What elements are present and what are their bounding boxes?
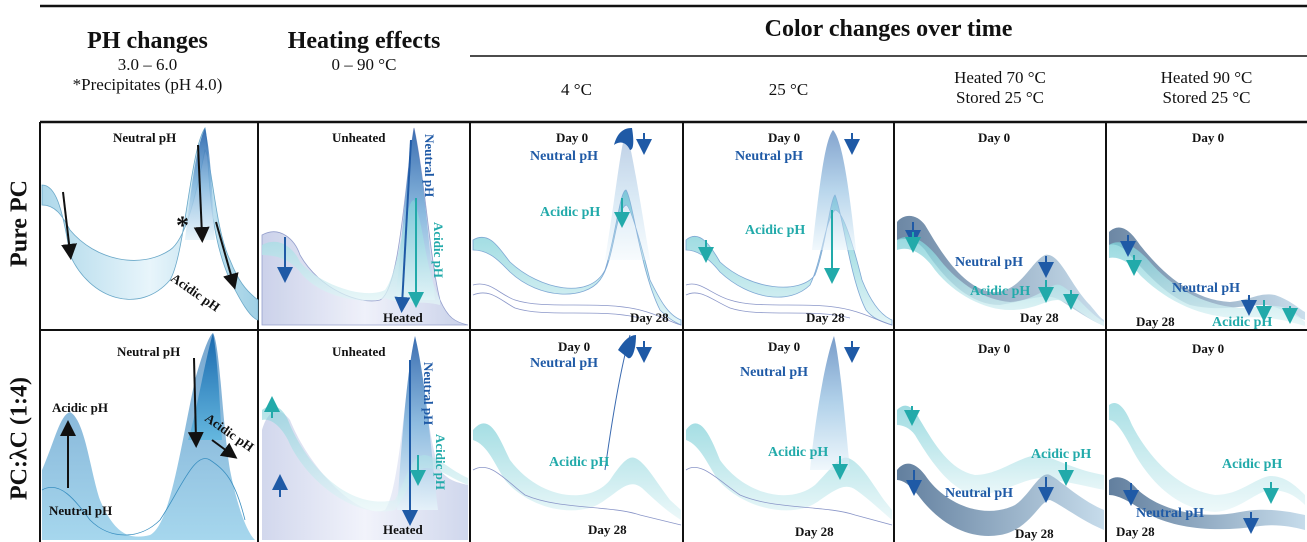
mix-4c-panel: Day 0 Neutral pH Acidic pH Day 28 <box>472 334 682 537</box>
pure-70c-panel: Day 0 Neutral pH Acidic pH Day 28 <box>897 130 1104 326</box>
mix-70c-panel: Day 0 Neutral pH Acidic pH Day 28 <box>897 341 1104 541</box>
condition-70c-heated: Heated 70 °C <box>954 68 1046 87</box>
mix-70c-neutral: Neutral pH <box>945 486 1013 501</box>
pure-4c-day28: Day 28 <box>630 310 669 325</box>
pure-70c-day28: Day 28 <box>1020 310 1059 325</box>
pure-heat-acidic: Acidic pH <box>431 222 446 278</box>
mix-ph-neutral-top: Neutral pH <box>117 344 180 359</box>
pure-90c-panel: Day 0 Neutral pH Acidic pH Day 28 <box>1109 130 1305 330</box>
pure-25c-day28: Day 28 <box>806 310 845 325</box>
mix-4c-acidic: Acidic pH <box>549 455 609 470</box>
pure-25c-panel: Day 0 Neutral pH Acidic pH Day 28 <box>685 130 893 326</box>
pure-ph-asterisk: * <box>176 211 189 240</box>
ph-changes-title: PH changes <box>87 28 208 54</box>
pure-90c-day0: Day 0 <box>1192 130 1224 145</box>
mix-heat-neutral: Neutral pH <box>421 362 436 425</box>
pure-4c-acidic: Acidic pH <box>540 205 600 220</box>
pure-90c-neutral: Neutral pH <box>1172 281 1240 296</box>
heating-range: 0 – 90 °C <box>331 55 397 74</box>
condition-90c: Heated 90 °C Stored 25 °C <box>1106 68 1307 108</box>
mix-70c-day0: Day 0 <box>978 341 1010 356</box>
pure-4c-day0: Day 0 <box>556 130 588 145</box>
mix-ph-acidic: Acidic pH <box>52 400 108 415</box>
pure-ph-acidic-label: Acidic pH <box>168 270 222 314</box>
ph-range: 3.0 – 6.0 <box>117 55 178 74</box>
pure-90c-day28: Day 28 <box>1136 314 1175 329</box>
pure-heat-neutral: Neutral pH <box>422 134 437 197</box>
mix-90c-neutral: Neutral pH <box>1136 506 1204 521</box>
mix-25c-neutral: Neutral pH <box>740 365 808 380</box>
mix-heat-unheated: Unheated <box>332 344 386 359</box>
mix-ph-panel: Neutral pH Acidic pH Neutral pH Acidic p… <box>41 333 257 540</box>
color-changes-title: Color changes over time <box>764 16 1013 42</box>
mix-ph-neutral-bottom: Neutral pH <box>49 503 112 518</box>
pure-70c-neutral: Neutral pH <box>955 255 1023 270</box>
heating-effects-header: Heating effects 0 – 90 °C <box>258 28 470 75</box>
mix-25c-acidic: Acidic pH <box>768 445 828 460</box>
condition-70c-stored: Stored 25 °C <box>955 88 1045 107</box>
condition-25c: 25 °C <box>768 80 809 99</box>
condition-70c: Heated 70 °C Stored 25 °C <box>894 68 1106 108</box>
ph-changes-header: PH changes 3.0 – 6.0 *Precipitates (pH 4… <box>40 28 255 95</box>
pure-4c-panel: Day 0 Neutral pH Acidic pH Day 28 <box>472 128 682 326</box>
mix-heat-heated: Heated <box>383 522 423 537</box>
mix-4c-day28: Day 28 <box>588 522 627 537</box>
mix-70c-day28: Day 28 <box>1015 526 1054 541</box>
condition-90c-stored: Stored 25 °C <box>1162 88 1251 107</box>
mix-25c-day28: Day 28 <box>795 524 834 539</box>
pure-25c-day0: Day 0 <box>768 130 800 145</box>
pure-25c-acidic: Acidic pH <box>745 223 805 238</box>
mix-90c-acidic: Acidic pH <box>1222 457 1282 472</box>
pure-ph-neutral-label: Neutral pH <box>113 130 176 145</box>
pure-90c-acidic: Acidic pH <box>1212 315 1272 330</box>
table-grid <box>39 4 1307 542</box>
mix-90c-day28: Day 28 <box>1116 524 1155 539</box>
mix-heat-acidic: Acidic pH <box>433 434 448 490</box>
pure-heat-panel: Unheated Neutral pH Acidic pH Heated <box>261 127 469 326</box>
pure-heat-unheated: Unheated <box>332 130 386 145</box>
mix-70c-acidic: Acidic pH <box>1031 447 1091 462</box>
mix-25c-panel: Day 0 Neutral pH Acidic pH Day 28 <box>685 336 893 539</box>
mix-4c-neutral: Neutral pH <box>530 356 598 371</box>
pure-ph-panel: Neutral pH * Acidic pH <box>41 127 259 321</box>
condition-4c: 4 °C <box>561 80 592 99</box>
mix-25c-day0: Day 0 <box>768 339 800 354</box>
pure-70c-day0: Day 0 <box>978 130 1010 145</box>
heating-effects-title: Heating effects <box>287 28 441 54</box>
pure-70c-acidic: Acidic pH <box>970 284 1030 299</box>
condition-90c-heated: Heated 90 °C <box>1160 68 1253 87</box>
pure-heat-heated: Heated <box>383 310 423 325</box>
mix-heat-panel: Unheated Neutral pH Acidic pH Heated <box>262 336 468 540</box>
ph-precipitate-note: *Precipitates (pH 4.0) <box>72 75 223 94</box>
pure-25c-neutral: Neutral pH <box>735 149 803 164</box>
mix-90c-day0: Day 0 <box>1192 341 1224 356</box>
mix-4c-day0: Day 0 <box>558 339 590 354</box>
pure-4c-neutral: Neutral pH <box>530 149 598 164</box>
mix-90c-panel: Day 0 Neutral pH Acidic pH Day 28 <box>1109 341 1305 539</box>
